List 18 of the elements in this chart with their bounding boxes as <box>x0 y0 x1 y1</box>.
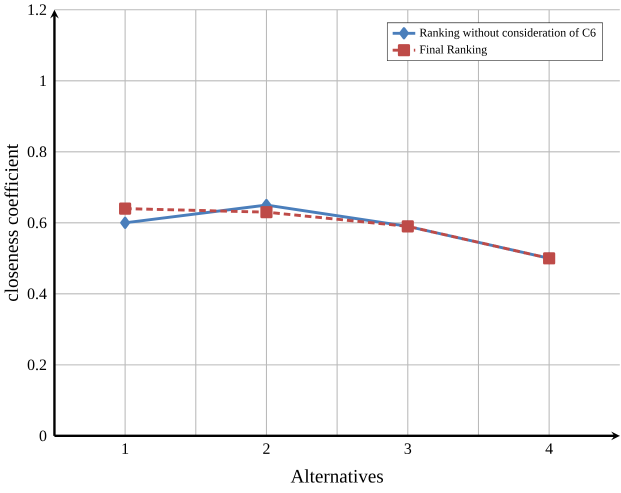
y-tick-label: 0.2 <box>28 359 46 370</box>
y-tick-label: 0.4 <box>28 288 47 300</box>
point <box>119 202 132 215</box>
x-tick-label: 1 <box>122 443 128 454</box>
point <box>120 216 130 229</box>
y-tick-label: 1.2 <box>28 4 46 16</box>
y-axis-title: closeness coefficient <box>4 144 18 301</box>
x-tick-label: 2 <box>263 443 270 454</box>
x-axis-title: Alternatives <box>290 469 384 483</box>
y-tick-label: 0.8 <box>28 146 46 158</box>
y-tick-label: 0.6 <box>28 217 46 228</box>
x-tick-label: 4 <box>545 443 553 454</box>
legend-label: Final Ranking <box>420 44 487 56</box>
point <box>260 206 273 218</box>
x-tick-label: 3 <box>404 443 412 454</box>
y-tick-label: 1 <box>40 75 46 86</box>
legend-label: Ranking without consideration of C6 <box>420 28 596 39</box>
y-tick-label: 0 <box>40 430 46 442</box>
